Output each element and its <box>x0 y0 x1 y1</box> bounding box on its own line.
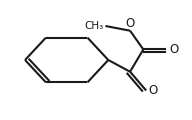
Text: O: O <box>149 84 158 97</box>
Text: O: O <box>125 17 135 30</box>
Text: O: O <box>169 43 179 56</box>
Text: CH₃: CH₃ <box>84 21 103 31</box>
